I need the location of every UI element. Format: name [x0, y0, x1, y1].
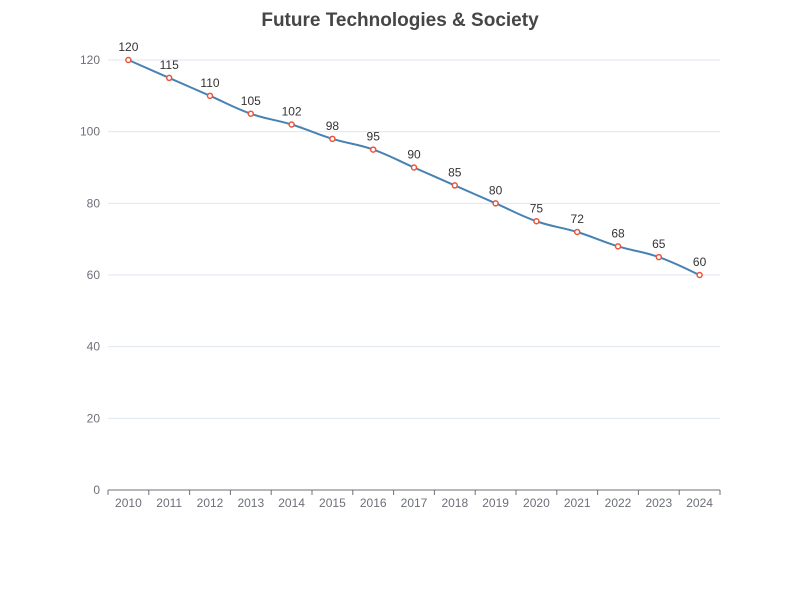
- data-point[interactable]: [655, 253, 663, 261]
- x-tick-label: 2010: [115, 496, 142, 510]
- data-point[interactable]: [247, 110, 255, 117]
- y-tick-label: 40: [87, 340, 101, 354]
- data-label: 72: [571, 212, 585, 226]
- data-label: 105: [241, 94, 261, 108]
- data-label: 95: [367, 130, 381, 144]
- x-tick-label: 2020: [523, 496, 550, 510]
- y-tick-label: 120: [80, 53, 100, 67]
- x-tick-label: 2012: [197, 496, 224, 510]
- y-tick-label: 20: [87, 411, 101, 425]
- x-tick-label: 2014: [278, 496, 305, 510]
- data-point[interactable]: [165, 74, 173, 82]
- y-tick-label: 60: [87, 268, 101, 282]
- data-point[interactable]: [369, 146, 377, 153]
- data-labels: 120 115 110 105 102 98 95 90 85 80 75 72 68 65 60: [118, 40, 706, 269]
- x-tick-label: 2011: [156, 496, 182, 510]
- data-point[interactable]: [206, 92, 214, 100]
- x-tick-label: 2024: [686, 496, 713, 510]
- data-point[interactable]: [125, 56, 132, 64]
- y-tick-label: 80: [87, 196, 101, 210]
- y-tick-label: 100: [80, 125, 100, 139]
- data-point[interactable]: [492, 200, 499, 207]
- data-point[interactable]: [410, 164, 418, 171]
- chart-title: Future Technologies & Society: [261, 10, 539, 31]
- x-tick-label: 2019: [482, 496, 509, 510]
- x-tick-label: 2022: [605, 496, 632, 510]
- x-tick-label: 2016: [360, 496, 387, 510]
- data-label: 80: [489, 183, 503, 197]
- data-label: 115: [160, 58, 179, 72]
- grid-lines: [108, 59, 720, 419]
- data-label: 68: [611, 226, 625, 240]
- data-label: 60: [693, 255, 707, 269]
- x-tick-label: 2021: [564, 496, 591, 510]
- axes: 0 20 40 60 80 100 120 2010 2011 2012 2013 2014 2015 2…: [80, 53, 721, 510]
- data-point[interactable]: [573, 228, 581, 236]
- x-tick-label: 2015: [319, 496, 346, 510]
- data-label: 65: [652, 237, 666, 251]
- data-label: 90: [407, 148, 421, 162]
- series-layer: [125, 56, 703, 279]
- data-point[interactable]: [533, 218, 540, 225]
- data-label: 75: [530, 201, 544, 215]
- data-point[interactable]: [696, 271, 703, 279]
- data-label: 110: [200, 76, 219, 90]
- x-tick-label: 2017: [401, 496, 428, 510]
- y-tick-label: 0: [93, 483, 100, 497]
- data-label: 120: [118, 40, 138, 54]
- x-tick-label: 2018: [441, 496, 468, 510]
- data-point[interactable]: [614, 243, 622, 250]
- data-label: 98: [326, 119, 340, 133]
- data-label: 85: [448, 165, 462, 179]
- data-point[interactable]: [451, 182, 459, 189]
- data-point[interactable]: [288, 121, 295, 128]
- x-tick-label: 2013: [237, 496, 264, 510]
- data-label: 102: [282, 105, 302, 119]
- x-tick-label: 2023: [645, 496, 672, 510]
- data-point[interactable]: [329, 135, 336, 143]
